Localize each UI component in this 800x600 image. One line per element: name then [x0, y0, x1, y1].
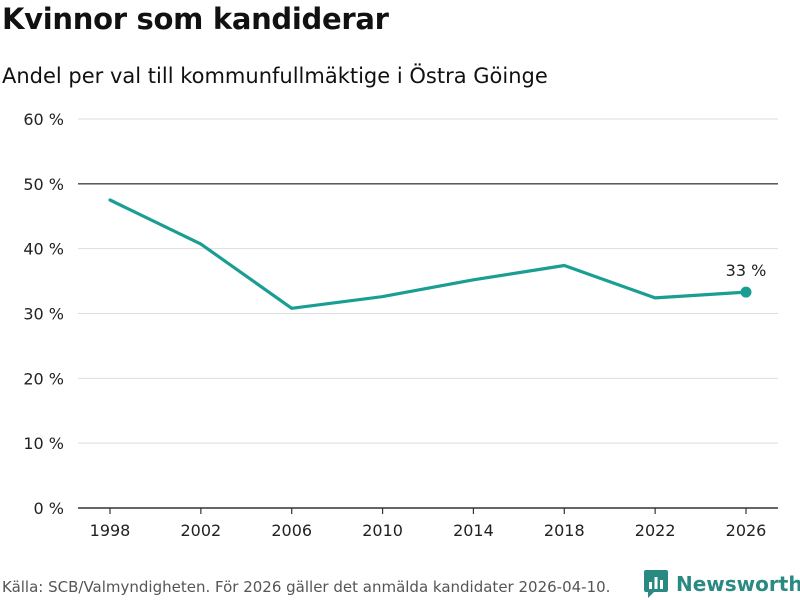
chart-title: Kvinnor som kandiderar — [2, 2, 389, 36]
data-label-2026: 33 % — [726, 261, 767, 280]
newsworthy-icon — [644, 570, 668, 598]
x-tick-label: 2022 — [635, 521, 676, 540]
x-tick-label: 2002 — [180, 521, 221, 540]
brand-name: Newsworthy — [676, 572, 800, 596]
chart-subtitle: Andel per val till kommunfullmäktige i Ö… — [2, 64, 548, 88]
y-tick-label: 60 % — [23, 110, 64, 129]
x-tick-label: 1998 — [90, 521, 131, 540]
y-tick-label: 40 % — [23, 240, 64, 259]
y-tick-label: 0 % — [34, 499, 64, 518]
x-tick-label: 2010 — [362, 521, 403, 540]
x-tick-label: 2014 — [453, 521, 494, 540]
series-line — [108, 198, 748, 310]
x-tick-label: 2006 — [271, 521, 312, 540]
x-tick-label: 2018 — [544, 521, 585, 540]
x-tick-label: 2026 — [726, 521, 767, 540]
line-chart: 0 % 10 % 20 % 30 % 40 % 50 % 60 % 1998 2002 2006 2… — [23, 110, 778, 540]
y-tick-label: 20 % — [23, 369, 64, 388]
data-point-2026 — [740, 286, 752, 298]
source-note: Källa: SCB/Valmyndigheten. För 2026 gäll… — [2, 578, 611, 596]
newsworthy-logo: Newsworthy — [644, 570, 800, 598]
y-tick-label: 30 % — [23, 305, 64, 324]
y-tick-label: 10 % — [23, 434, 64, 453]
y-tick-label: 50 % — [23, 175, 64, 194]
